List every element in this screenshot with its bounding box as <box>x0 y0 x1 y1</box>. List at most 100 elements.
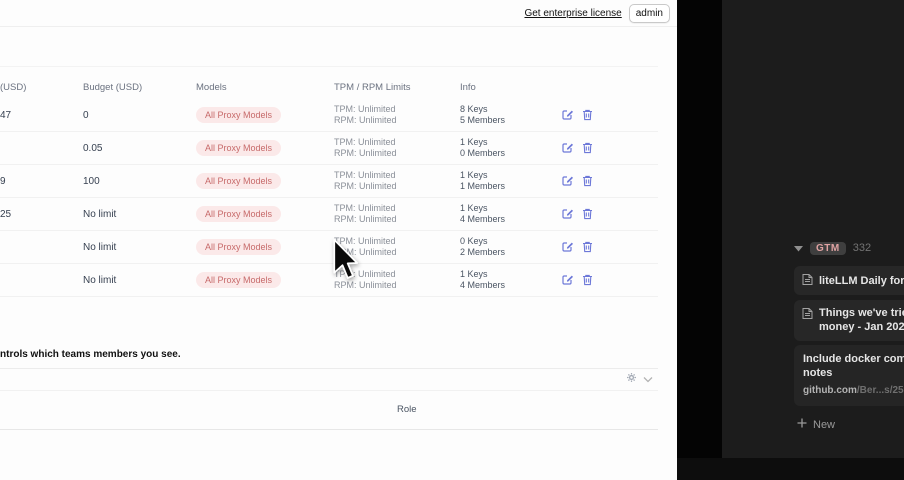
document-icon <box>802 307 813 334</box>
document-icon <box>802 273 813 289</box>
members-table-divider <box>0 429 658 430</box>
col-info: Info <box>460 82 476 93</box>
info-cell: 1 Keys 4 Members <box>460 203 506 224</box>
note-card[interactable]: liteLLM Daily forma <box>794 266 904 295</box>
members-caption: ntrols which teams members you see. <box>0 349 181 360</box>
delete-icon[interactable] <box>582 208 594 220</box>
spend-cell: 47 <box>0 109 12 121</box>
actions-cell <box>560 109 658 121</box>
note-card[interactable]: Include docker comma notes github.com/Be… <box>794 345 904 406</box>
table-row: 47 0 All Proxy Models TPM: Unlimited RPM:… <box>0 99 658 132</box>
info-cell: 1 Keys 4 Members <box>460 269 506 290</box>
limits-cell: TPM: Unlimited RPM: Unlimited <box>334 104 397 125</box>
admin-page: Get enterprise license admin (USD) Budge… <box>0 0 677 480</box>
teams-table: (USD) Budget (USD) Models TPM / RPM Limi… <box>0 76 658 297</box>
info-cell: 0 Keys 2 Members <box>460 236 506 257</box>
actions-cell <box>560 175 658 187</box>
edit-icon[interactable] <box>562 142 574 154</box>
models-badge: All Proxy Models <box>196 272 282 288</box>
col-spend: (USD) <box>0 82 27 93</box>
edit-icon[interactable] <box>562 109 574 121</box>
note-title: Things we've tried money - Jan 2023 <box>819 307 904 333</box>
col-budget: Budget (USD) <box>83 82 143 93</box>
window-gap <box>677 0 722 480</box>
filter-controls <box>626 370 653 388</box>
models-cell: All Proxy Models <box>196 206 334 222</box>
col-models: Models <box>196 82 227 93</box>
chevron-down-icon[interactable] <box>643 370 653 388</box>
actions-cell <box>560 208 658 220</box>
info-cell: 1 Keys 0 Members <box>460 137 506 158</box>
panel-bottom-bar <box>677 458 904 480</box>
models-badge: All Proxy Models <box>196 173 282 189</box>
models-cell: All Proxy Models <box>196 107 334 123</box>
budget-cell: No limit <box>83 241 117 253</box>
info-cell: 8 Keys 5 Members <box>460 104 506 125</box>
delete-icon[interactable] <box>582 241 594 253</box>
table-row: 25 No limit All Proxy Models TPM: Unlimi… <box>0 198 658 231</box>
new-note-button[interactable]: New <box>797 418 835 431</box>
delete-icon[interactable] <box>582 142 594 154</box>
models-badge: All Proxy Models <box>196 239 282 255</box>
note-title: liteLLM Daily forma <box>819 274 904 287</box>
models-badge: All Proxy Models <box>196 140 282 156</box>
note-title-line: notes <box>803 367 833 379</box>
note-link[interactable]: github.com/Ber...s/2587 <box>803 385 904 396</box>
limits-cell: TPM: Unlimited RPM: Unlimited <box>334 203 397 224</box>
actions-cell <box>560 142 658 154</box>
table-row: No limit All Proxy Models TPM: Unlimited… <box>0 231 658 264</box>
budget-cell: 0 <box>83 109 89 121</box>
section-divider <box>0 368 658 369</box>
new-note-label: New <box>813 418 836 431</box>
limits-cell: TPM: Unlimited RPM: Unlimited <box>334 236 397 257</box>
notes-group: GTM 332 liteLLM Daily forma Things we've… <box>794 240 904 431</box>
actions-cell <box>560 274 658 286</box>
table-row: 9 100 All Proxy Models TPM: Unlimited RPM… <box>0 165 658 198</box>
group-count: 332 <box>852 242 872 254</box>
header-divider <box>0 26 677 27</box>
models-cell: All Proxy Models <box>196 272 334 288</box>
delete-icon[interactable] <box>582 175 594 187</box>
top-header: Get enterprise license admin <box>0 0 677 26</box>
table-row: 0.05 All Proxy Models TPM: Unlimited RPM:… <box>0 132 658 165</box>
group-tag: GTM <box>810 241 846 255</box>
limits-cell: TPM: Unlimited RPM: Unlimited <box>334 170 397 191</box>
edit-icon[interactable] <box>562 175 574 187</box>
budget-cell: 100 <box>83 175 100 187</box>
toolbar-divider <box>0 66 658 67</box>
info-cell: 1 Keys 1 Members <box>460 170 506 191</box>
models-cell: All Proxy Models <box>196 173 334 189</box>
notes-side-panel: GTM 332 liteLLM Daily forma Things we've… <box>722 0 904 480</box>
role-column-header: Role <box>397 404 417 415</box>
actions-cell <box>560 241 658 253</box>
budget-cell: No limit <box>83 208 117 220</box>
limits-cell: TPM: Unlimited RPM: Unlimited <box>334 269 397 290</box>
limits-cell: TPM: Unlimited RPM: Unlimited <box>334 137 397 158</box>
group-header[interactable]: GTM 332 <box>794 240 904 256</box>
note-card[interactable]: Things we've tried money - Jan 2023 <box>794 300 904 341</box>
col-tpm-rpm: TPM / RPM Limits <box>334 82 411 93</box>
delete-icon[interactable] <box>582 274 594 286</box>
budget-cell: No limit <box>83 274 117 286</box>
models-badge: All Proxy Models <box>196 206 282 222</box>
spend-cell: 9 <box>0 175 6 187</box>
models-cell: All Proxy Models <box>196 239 334 255</box>
mouse-cursor <box>332 238 365 290</box>
models-badge: All Proxy Models <box>196 107 282 123</box>
filter-divider <box>0 390 658 391</box>
edit-icon[interactable] <box>562 241 574 253</box>
enterprise-license-link[interactable]: Get enterprise license <box>524 7 622 19</box>
models-cell: All Proxy Models <box>196 140 334 156</box>
edit-icon[interactable] <box>562 274 574 286</box>
note-title-line: Include docker comma <box>803 353 904 365</box>
edit-icon[interactable] <box>562 208 574 220</box>
table-header-row: (USD) Budget (USD) Models TPM / RPM Limi… <box>0 76 658 99</box>
plus-icon <box>797 418 807 431</box>
table-row: No limit All Proxy Models TPM: Unlimited… <box>0 264 658 297</box>
delete-icon[interactable] <box>582 109 594 121</box>
gear-icon[interactable] <box>626 370 637 388</box>
admin-menu-button[interactable]: admin <box>628 3 670 23</box>
triangle-down-icon[interactable] <box>794 239 803 257</box>
spend-cell: 25 <box>0 208 12 220</box>
